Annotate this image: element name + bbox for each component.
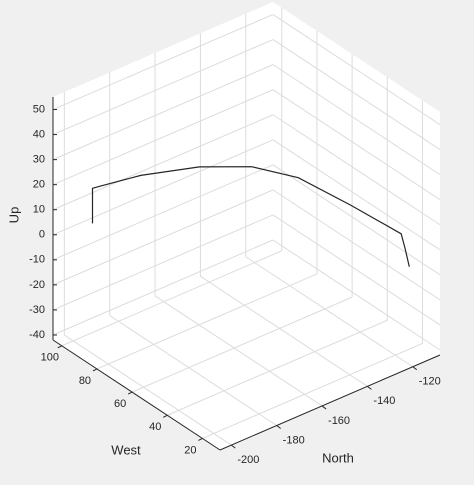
grid-line: [272, 139, 441, 251]
grid-line: [272, 189, 441, 301]
tick-mark: [231, 444, 236, 449]
grid-line: [272, 214, 441, 326]
z-tick-label: -20: [29, 279, 45, 291]
tick-mark: [163, 414, 168, 418]
grid-line: [64, 334, 232, 446]
grid-line: [61, 250, 282, 347]
x-tick-label: -180: [283, 434, 305, 446]
grid-line: [52, 114, 274, 211]
tick-mark: [198, 437, 203, 441]
z-axis-label: Up: [6, 207, 21, 224]
grid-line: [52, 89, 274, 186]
x-axis-label: North: [322, 450, 354, 465]
grid-line: [154, 295, 323, 407]
x-tick-label: -160: [328, 415, 350, 427]
z-tick-label: -30: [29, 304, 45, 316]
grid-line: [272, 39, 441, 150]
grid-line: [272, 164, 441, 276]
grid-line: [52, 214, 274, 311]
grid-line: [52, 164, 274, 261]
z-tick-label: 20: [33, 179, 45, 191]
axis-line: [52, 339, 221, 451]
tick-mark: [57, 345, 63, 349]
grid-line: [200, 275, 368, 387]
grid-line: [131, 296, 353, 393]
grid-line: [245, 256, 414, 368]
tick-mark: [127, 391, 133, 395]
y-axis-label: West: [111, 442, 141, 457]
grid-line: [52, 64, 274, 161]
tick-mark: [321, 405, 327, 410]
grid-line: [52, 39, 274, 136]
z-tick-label: 30: [33, 154, 45, 166]
y-tick-label: 40: [149, 421, 161, 433]
tick-mark: [276, 425, 282, 429]
floor: [53, 245, 440, 450]
grid-line: [52, 189, 274, 286]
x-tick-label: -200: [237, 454, 259, 466]
grid-line: [272, 14, 441, 125]
tick-mark: [412, 366, 418, 371]
tick-mark: [367, 385, 372, 390]
y-tick-label: 80: [79, 375, 91, 387]
z-tick-label: 0: [39, 229, 45, 241]
tick-mark: [92, 368, 98, 372]
grid-line: [52, 239, 274, 336]
back-wall-west: [53, 2, 273, 340]
grid-line: [52, 14, 274, 110]
x-tick-label: -120: [419, 376, 441, 388]
z-tick-label: -10: [29, 254, 45, 266]
axes-box: [53, 2, 440, 450]
grid-line: [272, 89, 441, 201]
z-tick-label: 50: [33, 103, 45, 115]
z-tick-label: 10: [33, 204, 45, 216]
y-tick-label: 60: [114, 398, 126, 410]
grid-line: [96, 273, 318, 370]
grid-line: [272, 114, 441, 226]
grid-line: [52, 139, 274, 236]
grid-line: [272, 239, 441, 351]
axis-line: [219, 354, 441, 451]
grid-line: [272, 64, 441, 176]
z-tick-label: 40: [33, 128, 45, 140]
back-wall-north: [273, 2, 440, 355]
x-tick-label: -140: [373, 395, 395, 407]
grid-line: [167, 319, 388, 416]
y-tick-label: 100: [41, 352, 59, 364]
trajectory-line: [91, 166, 410, 267]
grid-line: [202, 342, 423, 439]
grid-line: [109, 315, 277, 426]
y-tick-label: 20: [184, 444, 196, 456]
z-tick-label: -40: [29, 329, 45, 341]
